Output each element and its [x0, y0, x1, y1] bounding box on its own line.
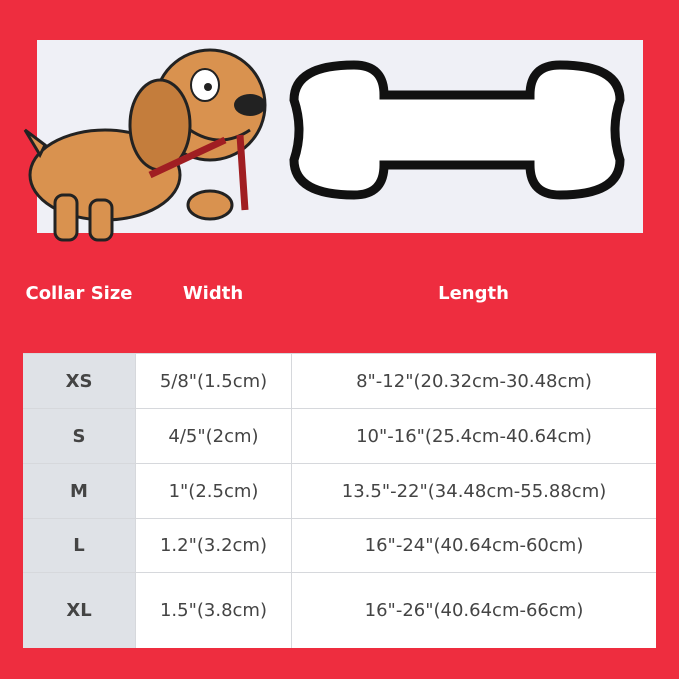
width-cell: 1.2"(3.2cm) — [135, 519, 291, 572]
width-cell: 1"(2.5cm) — [135, 464, 291, 518]
length-cell: 10"-16"(25.4cm-40.64cm) — [291, 409, 656, 463]
size-cell: S — [23, 409, 135, 463]
header-length: Length — [438, 282, 509, 304]
width-cell: 4/5"(2cm) — [135, 409, 291, 463]
width-cell: 5/8"(1.5cm) — [135, 354, 291, 408]
table-row: S 4/5"(2cm) 10"-16"(25.4cm-40.64cm) — [23, 408, 656, 463]
table-header: Collar Size Width Length — [23, 233, 656, 353]
size-chart-table: Collar Size Width Length XS 5/8"(1.5cm) … — [23, 233, 656, 648]
table-row: XS 5/8"(1.5cm) 8"-12"(20.32cm-30.48cm) — [23, 353, 656, 408]
length-cell: 13.5"-22"(34.48cm-55.88cm) — [291, 464, 656, 518]
bone-illustration — [289, 60, 625, 200]
table-row: M 1"(2.5cm) 13.5"-22"(34.48cm-55.88cm) — [23, 463, 656, 518]
length-cell: 16"-26"(40.64cm-66cm) — [291, 573, 656, 648]
table-row: L 1.2"(3.2cm) 16"-24"(40.64cm-60cm) — [23, 518, 656, 572]
header-collar-size: Collar Size — [25, 282, 133, 304]
length-cell: 16"-24"(40.64cm-60cm) — [291, 519, 656, 572]
dog-illustration — [23, 48, 267, 242]
table-row: XL 1.5"(3.8cm) 16"-26"(40.64cm-66cm) — [23, 572, 656, 648]
size-cell: XS — [23, 354, 135, 408]
size-cell: M — [23, 464, 135, 518]
size-cell: L — [23, 519, 135, 572]
length-cell: 8"-12"(20.32cm-30.48cm) — [291, 354, 656, 408]
width-cell: 1.5"(3.8cm) — [135, 573, 291, 648]
header-width: Width — [182, 282, 244, 304]
size-cell: XL — [23, 573, 135, 648]
